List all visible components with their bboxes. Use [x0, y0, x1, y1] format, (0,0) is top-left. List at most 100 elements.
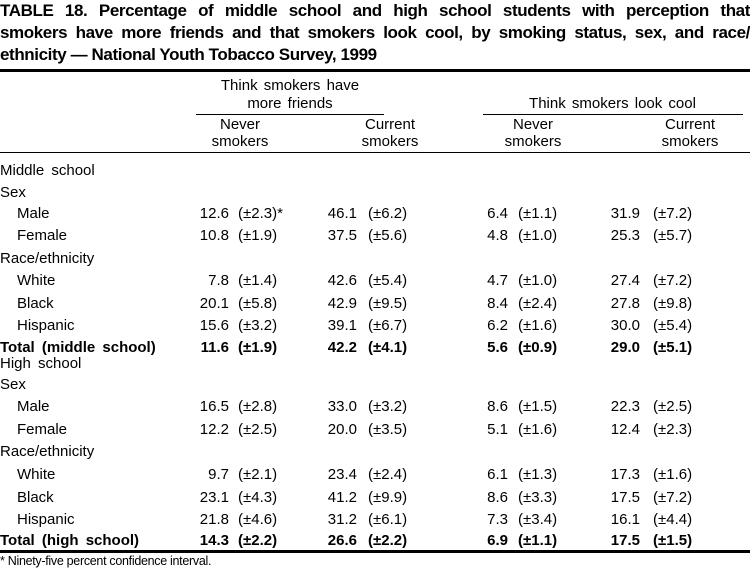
- cell-percent: 22.3: [610, 398, 640, 415]
- top-rule: [0, 69, 750, 72]
- cell-percent: 23.4: [327, 466, 357, 483]
- cell-percent: 8.6: [487, 489, 508, 506]
- cell-percent: 17.5: [610, 532, 640, 549]
- cell-percent: 11.6: [200, 339, 229, 356]
- data-row-label: Hispanic: [17, 511, 75, 528]
- section-row-label: Middle school: [0, 162, 95, 179]
- cell-confidence-interval: (±2.1): [238, 466, 278, 483]
- subheader-never-1a: Never: [219, 116, 260, 133]
- subheader-never-2a: Never: [512, 116, 553, 133]
- cell-confidence-interval: (±1.1): [518, 532, 558, 549]
- table-title-line-2: smokers have more friends and that smoke…: [0, 23, 750, 42]
- cell-confidence-interval: (±6.1): [368, 511, 408, 528]
- cell-percent: 6.9: [487, 532, 508, 549]
- cell-confidence-interval: (±1.5): [518, 398, 558, 415]
- subheader-current-2a: Current: [664, 116, 716, 133]
- cell-confidence-interval: (±9.5): [368, 295, 408, 312]
- cell-confidence-interval: (±1.6): [518, 317, 558, 334]
- cell-percent: 42.6: [327, 272, 357, 289]
- cell-percent: 4.7: [487, 272, 508, 289]
- cell-percent: 25.3: [610, 227, 640, 244]
- cell-percent: 9.7: [208, 466, 229, 483]
- cell-percent: 5.1: [487, 421, 508, 438]
- cell-percent: 26.6: [327, 532, 357, 549]
- cell-percent: 12.2: [199, 421, 229, 438]
- cell-confidence-interval: (±3.2): [238, 317, 278, 334]
- cell-percent: 29.0: [610, 339, 640, 356]
- cell-confidence-interval: (±5.4): [368, 272, 408, 289]
- cell-percent: 8.6: [487, 398, 508, 415]
- cell-percent: 27.8: [610, 295, 640, 312]
- cell-confidence-interval: (±9.9): [368, 489, 408, 506]
- cell-confidence-interval: (±4.1): [368, 339, 408, 356]
- table-title-line-3: ethnicity — National Youth Tobacco Surve…: [0, 45, 377, 64]
- cell-confidence-interval: (±1.9): [238, 339, 278, 356]
- cell-percent: 17.5: [610, 489, 640, 506]
- cell-confidence-interval: (±2.4): [518, 295, 558, 312]
- footnote: * Ninety-five percent confidence interva…: [0, 554, 212, 568]
- cell-percent: 39.1: [327, 317, 357, 334]
- cell-percent: 46.1: [327, 205, 357, 222]
- cell-percent: 12.4: [610, 421, 640, 438]
- header-group-cool: Think smokers look cool: [529, 95, 696, 112]
- cell-confidence-interval: (±3.5): [368, 421, 408, 438]
- cell-confidence-interval: (±1.3): [518, 466, 558, 483]
- cell-confidence-interval: (±1.0): [518, 227, 558, 244]
- cell-confidence-interval: (±5.7): [653, 227, 693, 244]
- cell-confidence-interval: (±2.2): [368, 532, 408, 549]
- cell-confidence-interval: (±3.4): [518, 511, 558, 528]
- group-row-label: Sex: [0, 376, 26, 393]
- cell-confidence-interval: (±4.6): [238, 511, 278, 528]
- cell-percent: 20.1: [199, 295, 229, 312]
- cell-percent: 7.8: [208, 272, 229, 289]
- cell-confidence-interval: (±3.2): [368, 398, 408, 415]
- cell-confidence-interval: (±7.2): [653, 489, 693, 506]
- data-row-label: Black: [17, 489, 54, 506]
- cell-percent: 14.3: [199, 532, 229, 549]
- section-row-label: High school: [0, 355, 82, 372]
- data-row-label: Black: [17, 295, 54, 312]
- cell-percent: 41.2: [327, 489, 357, 506]
- cell-confidence-interval: (±5.4): [653, 317, 693, 334]
- cell-confidence-interval: (±5.6): [368, 227, 408, 244]
- subheader-never-2b: smokers: [504, 133, 562, 150]
- cell-confidence-interval: (±4.4): [653, 511, 693, 528]
- cell-percent: 6.1: [487, 466, 508, 483]
- cell-confidence-interval: (±2.5): [238, 421, 278, 438]
- cell-percent: 7.3: [487, 511, 508, 528]
- cell-confidence-interval: (±1.0): [518, 272, 558, 289]
- group-row-label: Race/ethnicity: [0, 443, 95, 460]
- cell-confidence-interval: (±0.9): [518, 339, 558, 356]
- cell-confidence-interval: (±6.7): [368, 317, 408, 334]
- subheader-current-2b: smokers: [661, 133, 719, 150]
- data-row-label: Male: [17, 398, 50, 415]
- cell-confidence-interval: (±5.1): [653, 339, 693, 356]
- cell-percent: 10.8: [199, 227, 229, 244]
- cell-percent: 17.3: [610, 466, 640, 483]
- cell-confidence-interval: (±4.3): [238, 489, 278, 506]
- cell-confidence-interval: (±7.2): [653, 272, 693, 289]
- header-group-cool-underline: [483, 114, 743, 115]
- cell-percent: 33.0: [327, 398, 357, 415]
- group-row-label: Sex: [0, 184, 26, 201]
- subheader-current-1a: Current: [364, 116, 416, 133]
- cell-confidence-interval: (±2.8): [238, 398, 278, 415]
- cell-confidence-interval: (±1.6): [518, 421, 558, 438]
- cell-percent: 16.1: [610, 511, 640, 528]
- cell-percent: 23.1: [199, 489, 229, 506]
- cell-percent: 4.8: [487, 227, 508, 244]
- cell-confidence-interval: (±1.6): [653, 466, 693, 483]
- cell-percent: 21.8: [199, 511, 229, 528]
- cell-confidence-interval: (±1.4): [238, 272, 278, 289]
- data-row-label: White: [17, 272, 56, 289]
- cell-percent: 16.5: [199, 398, 229, 415]
- header-group-friends-underline: [196, 114, 384, 115]
- group-row-label: Race/ethnicity: [0, 250, 95, 267]
- cell-percent: 20.0: [327, 421, 357, 438]
- subheader-current-1b: smokers: [361, 133, 419, 150]
- cell-confidence-interval: (±6.2): [368, 205, 408, 222]
- cell-confidence-interval: (±3.3): [518, 489, 558, 506]
- cell-confidence-interval: (±5.8): [238, 295, 278, 312]
- cell-percent: 42.9: [327, 295, 357, 312]
- cell-confidence-interval: (±2.4): [368, 466, 408, 483]
